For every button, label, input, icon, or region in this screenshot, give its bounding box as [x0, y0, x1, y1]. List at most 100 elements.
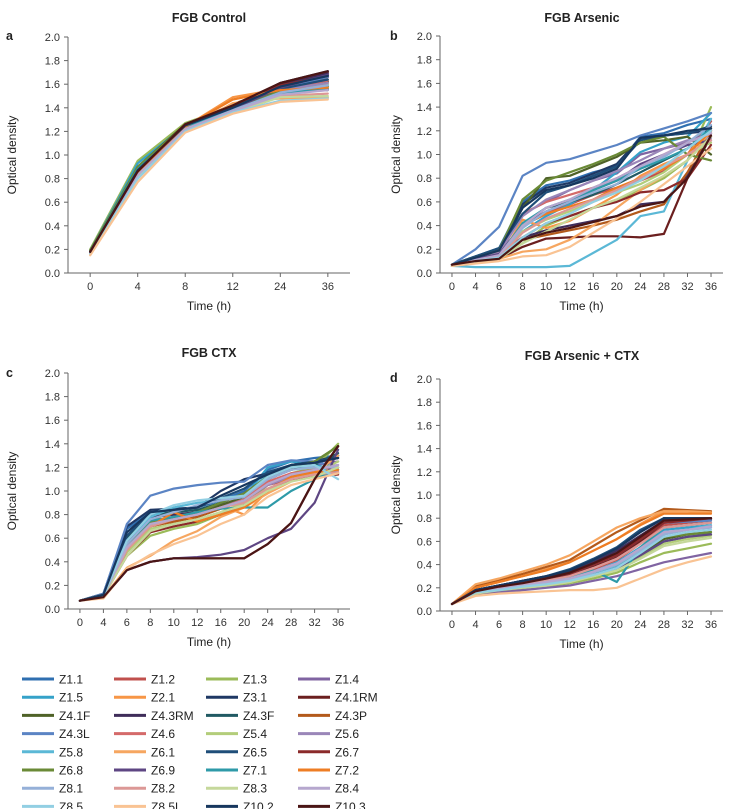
x-tick-label: 20	[611, 281, 623, 293]
legend-label: Z8.1	[59, 782, 83, 796]
x-tick-label: 16	[587, 281, 599, 293]
legend-item: Z6.9	[114, 764, 175, 778]
y-tick-label: 1.6	[45, 415, 60, 427]
legend-label: Z6.8	[59, 764, 83, 778]
legend-label: Z1.1	[59, 673, 83, 687]
series-line-Z8.5	[78, 463, 340, 602]
y-tick-label: 2.0	[417, 31, 432, 43]
x-tick-label: 4	[135, 281, 141, 293]
x-tick-label: 8	[520, 281, 526, 293]
legend-label: Z5.6	[335, 727, 359, 741]
legend-item: Z8.4	[298, 782, 359, 796]
y-axis-label: Optical density	[5, 452, 19, 531]
y-tick-label: 2.0	[45, 32, 60, 44]
legend-label: Z2.1	[151, 691, 175, 705]
panel-letter: d	[390, 371, 398, 385]
legend-label: Z3.1	[243, 691, 267, 705]
y-tick-label: 1.6	[45, 79, 60, 91]
legend-label: Z8.5	[59, 800, 83, 809]
series-line-Z4.3L	[78, 459, 340, 602]
legend-item: Z2.1	[114, 691, 175, 705]
x-tick-label: 32	[308, 617, 320, 629]
chart-panel-b: b FGB Arsenic 0.0 0.2 0.4 0.6 0.8 1.0 1.2 1.4 1.6 1…	[389, 11, 723, 313]
x-tick-label: 28	[658, 281, 670, 293]
legend-label: Z5.4	[243, 727, 267, 741]
legend-item: Z4.3P	[298, 709, 367, 723]
y-tick-label: 0.2	[45, 244, 60, 256]
series-line-Z4.3L	[89, 75, 329, 252]
series-line-Z4.3P	[89, 78, 329, 253]
legend-item: Z1.4	[298, 673, 359, 687]
series-group	[78, 442, 340, 602]
legend-item: Z6.5	[206, 745, 267, 759]
legend-item: Z4.3F	[206, 709, 274, 723]
x-tick-label: 0	[87, 281, 93, 293]
series-group	[450, 105, 713, 269]
y-tick-label: 1.2	[417, 467, 432, 479]
series-line-Z8.2	[78, 471, 340, 602]
x-tick-label: 24	[634, 619, 646, 631]
legend-item: Z4.1F	[22, 709, 90, 723]
chart-panel-a: a FGB Control 0.0 0.2 0.4 0.6 0.8 1.0 1.2 1.4 1.6 1…	[5, 11, 350, 313]
legend-item: Z5.4	[206, 727, 267, 741]
x-tick-label: 36	[322, 281, 334, 293]
series-line-Z4.3L	[450, 111, 713, 266]
y-tick-label: 0.6	[45, 197, 60, 209]
legend-label: Z6.9	[151, 764, 175, 778]
series-line-Z1.5	[450, 111, 713, 267]
y-tick-label: 0.2	[417, 583, 432, 595]
legend-item: Z6.8	[22, 764, 83, 778]
x-tick-label: 20	[238, 617, 250, 629]
panel-letter: b	[390, 29, 398, 43]
series-line-Z8.5L	[450, 555, 713, 606]
series-line-Z8.5L	[89, 98, 329, 257]
y-tick-label: 1.2	[45, 126, 60, 138]
legend-label: Z8.2	[151, 782, 175, 796]
legend-item: Z5.8	[22, 745, 83, 759]
legend-item: Z6.1	[114, 745, 175, 759]
series-line-Z8.5L	[78, 472, 340, 602]
series-line-Z5.6	[89, 81, 329, 253]
series-line-Z1.4	[450, 551, 713, 606]
series-line-Z7.2	[450, 512, 713, 606]
x-tick-label: 32	[681, 619, 693, 631]
x-tick-label: 24	[274, 281, 286, 293]
series-line-Z8.4	[78, 463, 340, 602]
legend-label: Z5.8	[59, 745, 83, 759]
y-tick-label: 1.6	[417, 420, 432, 432]
series-line-Z8.4	[450, 132, 713, 267]
x-tick-label: 4	[472, 281, 478, 293]
legend-item: Z7.1	[206, 764, 267, 778]
x-tick-label: 6	[496, 281, 502, 293]
legend-item: Z7.2	[298, 764, 359, 778]
legend-label: Z6.1	[151, 745, 175, 759]
y-axis-label: Optical density	[5, 116, 19, 195]
y-tick-label: 1.0	[45, 150, 60, 162]
x-axis-label: Time (h)	[559, 299, 603, 313]
series-line-Z1.1	[89, 80, 329, 253]
series-line-Z2.1	[89, 85, 329, 254]
x-tick-label: 0	[77, 617, 83, 629]
x-tick-label: 36	[705, 281, 717, 293]
y-tick-label: 0.6	[45, 533, 60, 545]
y-tick-label: 0.8	[45, 174, 60, 186]
legend-item: Z1.1	[22, 673, 83, 687]
x-tick-label: 16	[215, 617, 227, 629]
series-line-Z10.2	[450, 127, 713, 266]
chart-title: FGB Arsenic	[544, 11, 619, 25]
legend-label: Z1.3	[243, 673, 267, 687]
series-line-Z5.8	[89, 84, 329, 253]
y-tick-label: 1.0	[417, 490, 432, 502]
legend-label: Z10.3	[335, 800, 366, 809]
x-tick-label: 0	[449, 619, 455, 631]
series-line-Z4.1F	[89, 80, 329, 252]
legend-item: Z8.1	[22, 782, 83, 796]
y-tick-label: 1.2	[45, 462, 60, 474]
x-axis-label: Time (h)	[187, 635, 231, 649]
series-line-Z6.7	[78, 473, 340, 602]
y-tick-label: 1.8	[417, 55, 432, 67]
legend-item: Z8.5L	[114, 800, 182, 809]
x-tick-label: 24	[262, 617, 274, 629]
series-line-Z4.6	[89, 79, 329, 253]
x-tick-label: 16	[587, 619, 599, 631]
